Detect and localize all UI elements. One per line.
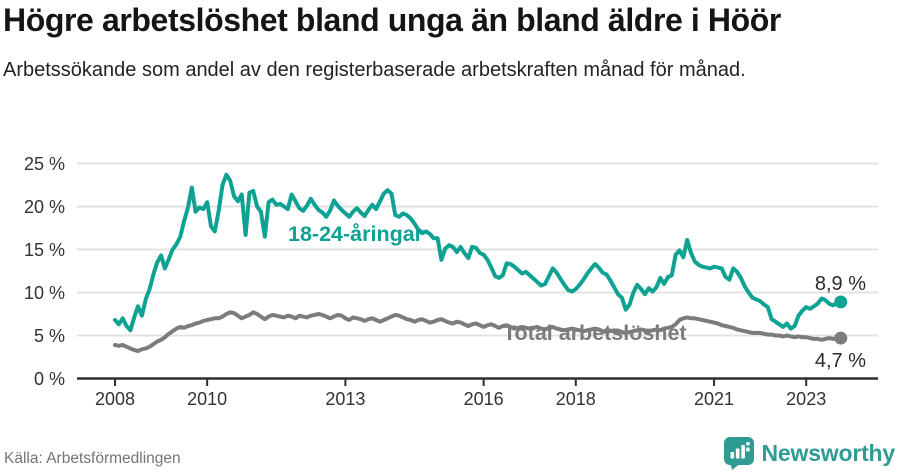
brand-name: Newsworthy [761, 439, 896, 466]
x-tick-label: 2008 [95, 389, 135, 409]
chart-subtitle: Arbetssökande som andel av den registerb… [3, 59, 746, 81]
x-tick-label: 2016 [464, 389, 504, 409]
series-end-value: 8,9 % [815, 273, 866, 295]
series-label: 18-24-åringar [288, 222, 424, 246]
line-chart: 0 % 5 % 10 % 15 % 20 % 25 % 2008 2010 2013 2016 20… [0, 130, 900, 430]
series-end-value: 4,7 % [815, 350, 866, 372]
x-tick-label: 2013 [325, 389, 365, 409]
page-title: Högre arbetslöshet bland unga än bland ä… [3, 2, 781, 38]
y-tick-label: 0 % [34, 369, 65, 389]
source-note: Källa: Arbetsförmedlingen [4, 450, 181, 467]
x-tick-label: 2021 [694, 389, 734, 409]
series-end-dot [834, 295, 848, 309]
series-line-total [113, 310, 843, 353]
y-tick-label: 25 % [24, 154, 65, 174]
series-line-youth [113, 172, 843, 333]
newsworthy-logo: Newsworthy [723, 436, 895, 470]
bar-chart-speech-bubble-icon [723, 437, 754, 470]
x-tick-label: 2010 [187, 389, 227, 409]
line-chart-canvas: 0 % 5 % 10 % 15 % 20 % 25 % 2008 2010 2013 2016 20… [24, 154, 878, 409]
y-tick-label: 5 % [34, 326, 65, 346]
x-tick-label: 2018 [556, 389, 596, 409]
y-tick-label: 20 % [24, 197, 65, 217]
x-tick-label: 2023 [786, 389, 826, 409]
y-tick-label: 15 % [24, 240, 65, 260]
series-label: Total arbetslöshet [503, 321, 687, 345]
series-end-dot [834, 331, 848, 345]
y-tick-label: 10 % [24, 283, 65, 303]
